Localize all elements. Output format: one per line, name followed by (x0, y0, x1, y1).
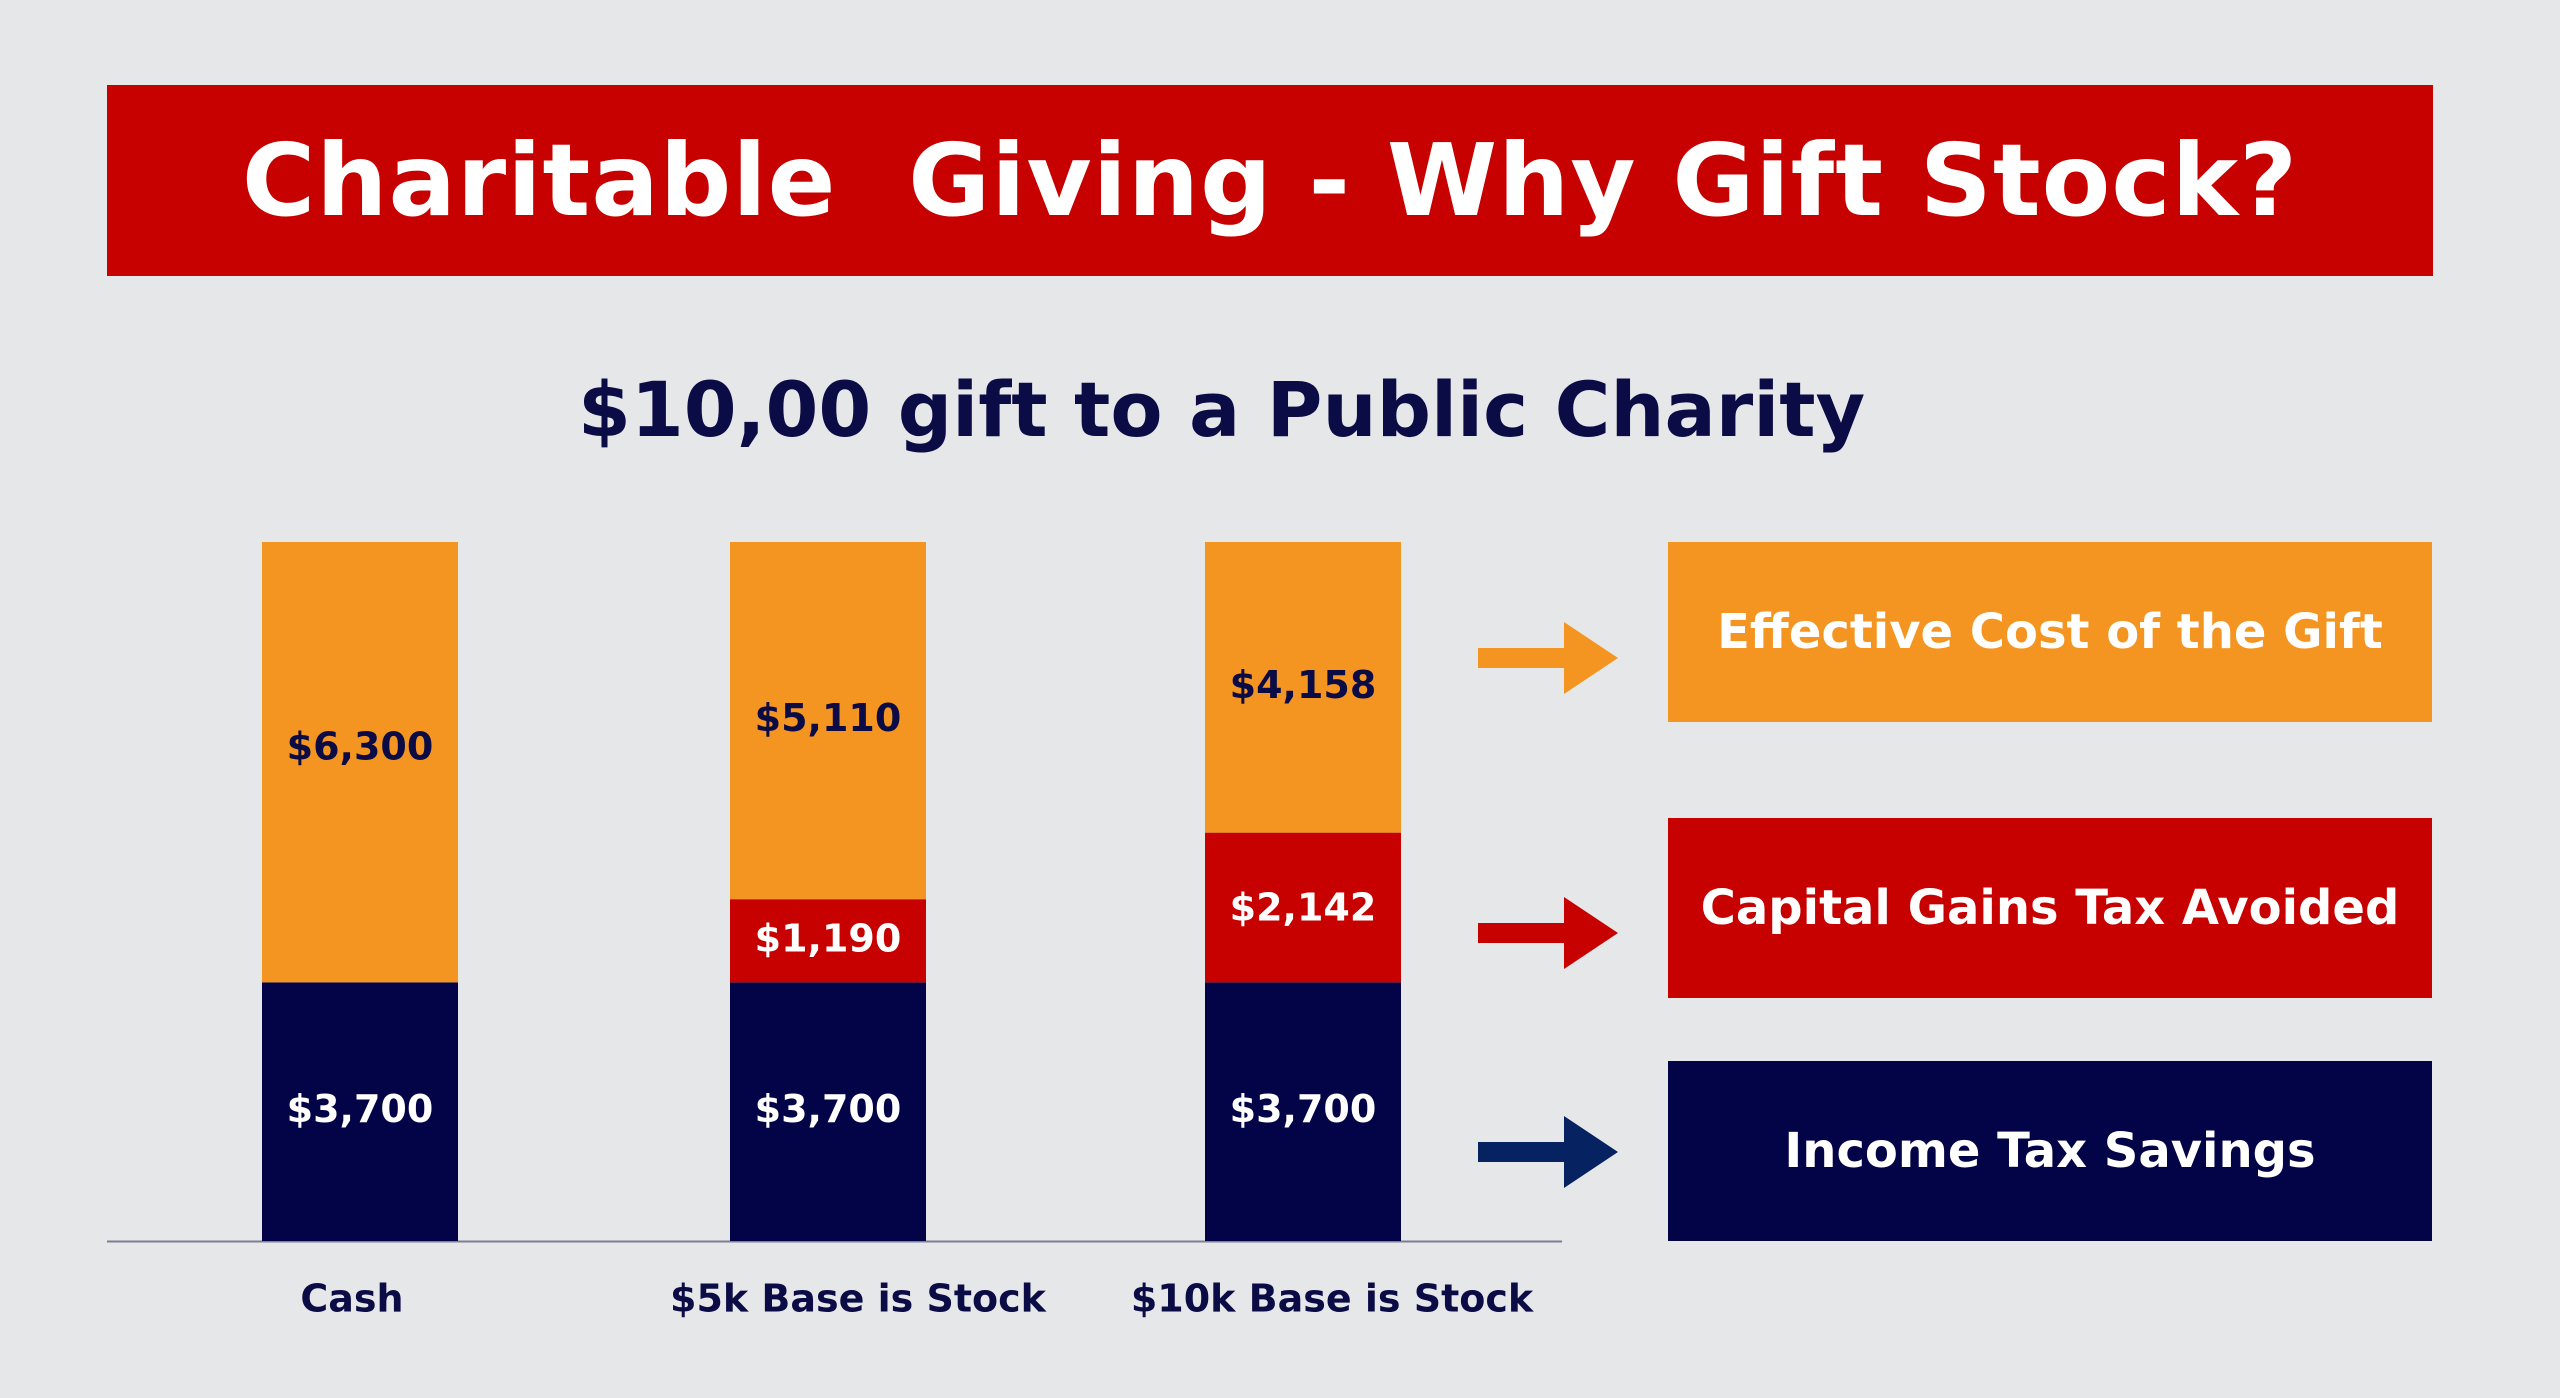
arrow-head (1564, 622, 1618, 694)
bar-segment (1205, 982, 1401, 1241)
data-label: $2,142 (1230, 886, 1377, 930)
data-label: $3,700 (1230, 1087, 1377, 1131)
legend-item-effective-cost: Effective Cost of the Gift (1668, 542, 2432, 722)
bar-segment (730, 899, 926, 983)
legend-label: Income Tax Savings (1784, 1123, 2316, 1179)
data-label: $5,110 (755, 696, 902, 740)
data-label: $3,700 (755, 1087, 902, 1131)
arrow-icon (1478, 897, 1618, 969)
category-label: Cash (300, 1277, 403, 1321)
bar-segment (1205, 832, 1401, 983)
data-label: $1,190 (755, 916, 902, 960)
arrow-shaft (1478, 648, 1564, 668)
bar-segment (262, 542, 458, 983)
legend-item-capital-gains: Capital Gains Tax Avoided (1668, 818, 2432, 998)
bar-segment (262, 982, 458, 1241)
title-banner: Charitable Giving - Why Gift Stock? (107, 85, 2433, 276)
arrow-head (1564, 1116, 1618, 1188)
bar-segment (730, 982, 926, 1241)
arrow-head (1564, 897, 1618, 969)
data-label: $6,300 (287, 725, 434, 769)
legend-label: Effective Cost of the Gift (1717, 604, 2383, 660)
arrow-icon (1478, 622, 1618, 694)
category-label: $10k Base is Stock (1131, 1277, 1534, 1321)
arrow-shaft (1478, 923, 1564, 943)
bar-segment (1205, 542, 1401, 833)
arrow-shaft (1478, 1142, 1564, 1162)
page-title: Charitable Giving - Why Gift Stock? (241, 122, 2299, 239)
bar-segment (730, 542, 926, 900)
chart-title: $10,00 gift to a Public Charity (578, 365, 1866, 454)
category-label: $5k Base is Stock (670, 1277, 1047, 1321)
stacked-bar-chart: $3,700 $6,300 Cash $3,700 $1,190 $5,110 $5k Ba… (107, 542, 1562, 1321)
data-label: $3,700 (287, 1087, 434, 1131)
arrow-icon (1478, 1116, 1618, 1188)
data-label: $4,158 (1230, 663, 1377, 707)
legend-item-income-tax: Income Tax Savings (1668, 1061, 2432, 1241)
legend-label: Capital Gains Tax Avoided (1700, 880, 2400, 936)
